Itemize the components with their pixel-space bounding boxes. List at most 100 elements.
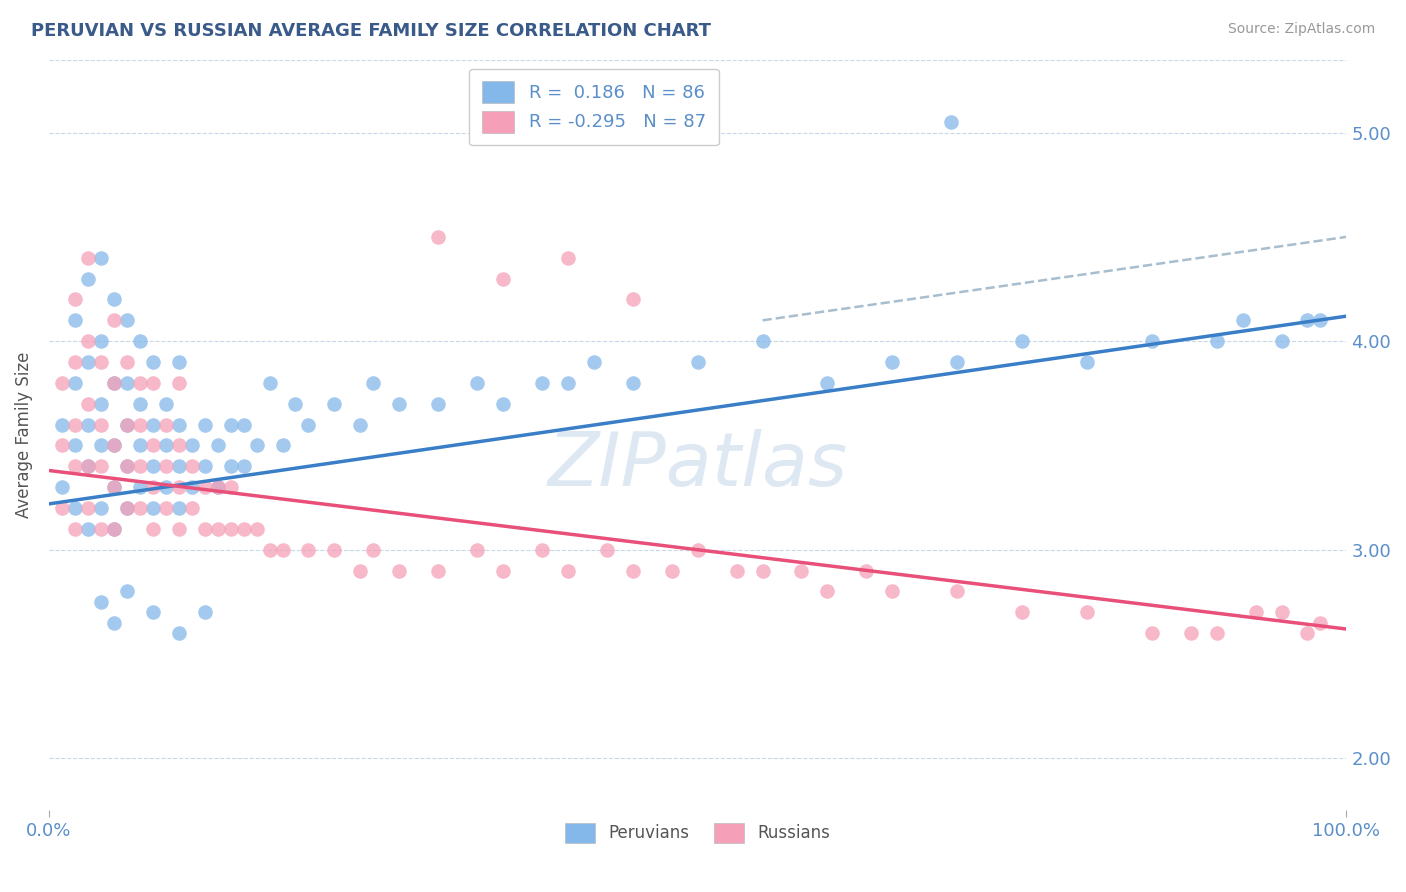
Point (90, 397, 112, 411)
Point (1309, 615, 1331, 630)
Point (115, 501, 138, 516)
Point (751, 564, 773, 578)
Point (427, 397, 450, 411)
Point (90, 501, 112, 516)
Point (115, 376, 138, 390)
Point (90, 459, 112, 474)
Point (465, 376, 488, 390)
Point (128, 397, 150, 411)
Point (167, 376, 190, 390)
Point (103, 438, 125, 452)
Point (194, 480, 217, 494)
Point (1296, 313, 1319, 327)
Point (77, 334, 100, 348)
Point (77, 459, 100, 474)
Point (232, 417, 254, 432)
Point (349, 564, 371, 578)
Point (63, 501, 86, 516)
Point (621, 293, 644, 307)
Point (128, 334, 150, 348)
Point (815, 376, 838, 390)
Point (1232, 313, 1254, 327)
Point (1076, 605, 1098, 619)
Point (388, 564, 411, 578)
Point (103, 376, 125, 390)
Point (142, 605, 165, 619)
Point (557, 376, 579, 390)
Point (115, 501, 138, 516)
Point (90, 334, 112, 348)
Point (167, 459, 190, 474)
Point (115, 313, 138, 327)
Point (103, 522, 125, 536)
Point (180, 501, 202, 516)
Point (103, 376, 125, 390)
Point (207, 480, 229, 494)
Point (115, 417, 138, 432)
Point (128, 480, 150, 494)
Point (349, 417, 371, 432)
Point (180, 438, 202, 452)
Point (465, 542, 488, 557)
Point (363, 542, 385, 557)
Point (194, 417, 217, 432)
Point (194, 605, 217, 619)
Point (388, 397, 411, 411)
Point (90, 438, 112, 452)
Point (219, 417, 242, 432)
Point (90, 355, 112, 369)
Point (103, 615, 125, 630)
Point (245, 522, 267, 536)
Point (427, 230, 450, 244)
Point (167, 417, 190, 432)
Point (194, 522, 217, 536)
Point (207, 480, 229, 494)
Point (51, 376, 73, 390)
Point (219, 522, 242, 536)
Point (103, 313, 125, 327)
Point (427, 564, 450, 578)
Point (51, 438, 73, 452)
Point (142, 480, 165, 494)
Point (621, 564, 644, 578)
Point (232, 522, 254, 536)
Point (128, 459, 150, 474)
Point (751, 334, 773, 348)
Point (103, 522, 125, 536)
Point (219, 480, 242, 494)
Point (77, 459, 100, 474)
Point (530, 376, 553, 390)
Point (686, 542, 709, 557)
Point (115, 459, 138, 474)
Point (103, 480, 125, 494)
Point (180, 480, 202, 494)
Text: ZIPatlas: ZIPatlas (547, 429, 848, 501)
Point (63, 313, 86, 327)
Point (1205, 334, 1227, 348)
Point (90, 417, 112, 432)
Point (167, 626, 190, 640)
Point (77, 417, 100, 432)
Point (882, 355, 904, 369)
Point (1244, 605, 1267, 619)
Point (815, 584, 838, 599)
Point (142, 376, 165, 390)
Point (790, 564, 813, 578)
Point (194, 459, 217, 474)
Point (661, 564, 683, 578)
Point (51, 417, 73, 432)
Point (63, 417, 86, 432)
Point (1140, 626, 1163, 640)
Point (167, 522, 190, 536)
Point (115, 355, 138, 369)
Point (51, 480, 73, 494)
Point (557, 251, 579, 265)
Point (939, 115, 962, 129)
Point (1205, 626, 1227, 640)
Point (855, 564, 877, 578)
Point (142, 417, 165, 432)
Point (1180, 626, 1202, 640)
Point (77, 522, 100, 536)
Point (1140, 334, 1163, 348)
Point (128, 417, 150, 432)
